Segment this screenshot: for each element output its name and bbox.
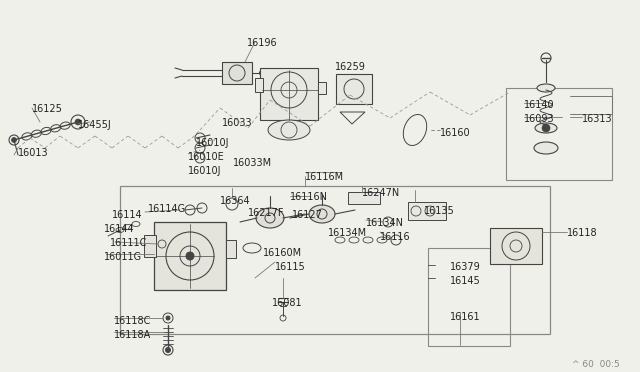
Circle shape <box>75 119 81 125</box>
Bar <box>255 78 263 92</box>
Circle shape <box>12 138 17 142</box>
Bar <box>222 62 252 84</box>
Text: 16093: 16093 <box>524 114 555 124</box>
Text: 16313: 16313 <box>582 114 612 124</box>
Text: 16118C: 16118C <box>114 316 152 326</box>
Text: 16118A: 16118A <box>114 330 151 340</box>
Bar <box>490 228 542 264</box>
Circle shape <box>259 71 264 76</box>
Text: 16364: 16364 <box>220 196 251 206</box>
Text: 16115: 16115 <box>275 262 306 272</box>
Text: 16013: 16013 <box>18 148 49 158</box>
Text: 16455J: 16455J <box>78 120 112 130</box>
Circle shape <box>166 316 170 320</box>
Text: 16134M: 16134M <box>328 228 367 238</box>
Text: 16135: 16135 <box>424 206 455 216</box>
Text: 16125: 16125 <box>32 104 63 114</box>
Text: 16033: 16033 <box>222 118 253 128</box>
Text: 16010J: 16010J <box>196 138 230 148</box>
Bar <box>144 235 156 257</box>
Text: 16010J: 16010J <box>188 166 221 176</box>
Text: 16118: 16118 <box>567 228 598 238</box>
Text: 16161: 16161 <box>450 312 481 322</box>
Text: 16033M: 16033M <box>233 158 272 168</box>
Text: 16116M: 16116M <box>305 172 344 182</box>
Text: 16010E: 16010E <box>188 152 225 162</box>
Ellipse shape <box>535 123 557 133</box>
Circle shape <box>186 252 194 260</box>
Bar <box>318 82 326 94</box>
Text: 16116N: 16116N <box>290 192 328 202</box>
Text: 16114G: 16114G <box>148 204 186 214</box>
Text: 16081: 16081 <box>272 298 303 308</box>
Text: 16011G: 16011G <box>104 252 142 262</box>
Ellipse shape <box>537 84 555 92</box>
Bar <box>348 192 380 204</box>
Bar <box>226 240 236 258</box>
Text: 16134N: 16134N <box>366 218 404 228</box>
Bar <box>120 186 550 334</box>
Text: 16247N: 16247N <box>362 188 400 198</box>
Text: 16114: 16114 <box>112 210 143 220</box>
Bar <box>260 68 318 120</box>
Bar <box>408 202 446 220</box>
Ellipse shape <box>256 208 284 228</box>
Ellipse shape <box>534 142 558 154</box>
Ellipse shape <box>309 205 335 223</box>
Text: 16145: 16145 <box>450 276 481 286</box>
Ellipse shape <box>268 120 310 140</box>
Bar <box>428 248 510 346</box>
Bar <box>154 222 226 290</box>
Text: 16160: 16160 <box>440 128 470 138</box>
Circle shape <box>542 124 550 132</box>
Text: 16111C: 16111C <box>110 238 147 248</box>
Text: 16144: 16144 <box>104 224 134 234</box>
Bar <box>506 88 612 180</box>
Text: 16196: 16196 <box>247 38 278 48</box>
Bar <box>336 74 372 104</box>
Text: ^ 60  00:5: ^ 60 00:5 <box>572 360 620 369</box>
Text: 16379: 16379 <box>450 262 481 272</box>
Text: 16160M: 16160M <box>263 248 302 258</box>
Text: 16127: 16127 <box>292 210 323 220</box>
Text: 16140: 16140 <box>524 100 555 110</box>
Text: 16217F: 16217F <box>248 208 285 218</box>
Text: 16259: 16259 <box>335 62 366 72</box>
Text: 16116: 16116 <box>380 232 411 242</box>
Circle shape <box>166 347 170 353</box>
